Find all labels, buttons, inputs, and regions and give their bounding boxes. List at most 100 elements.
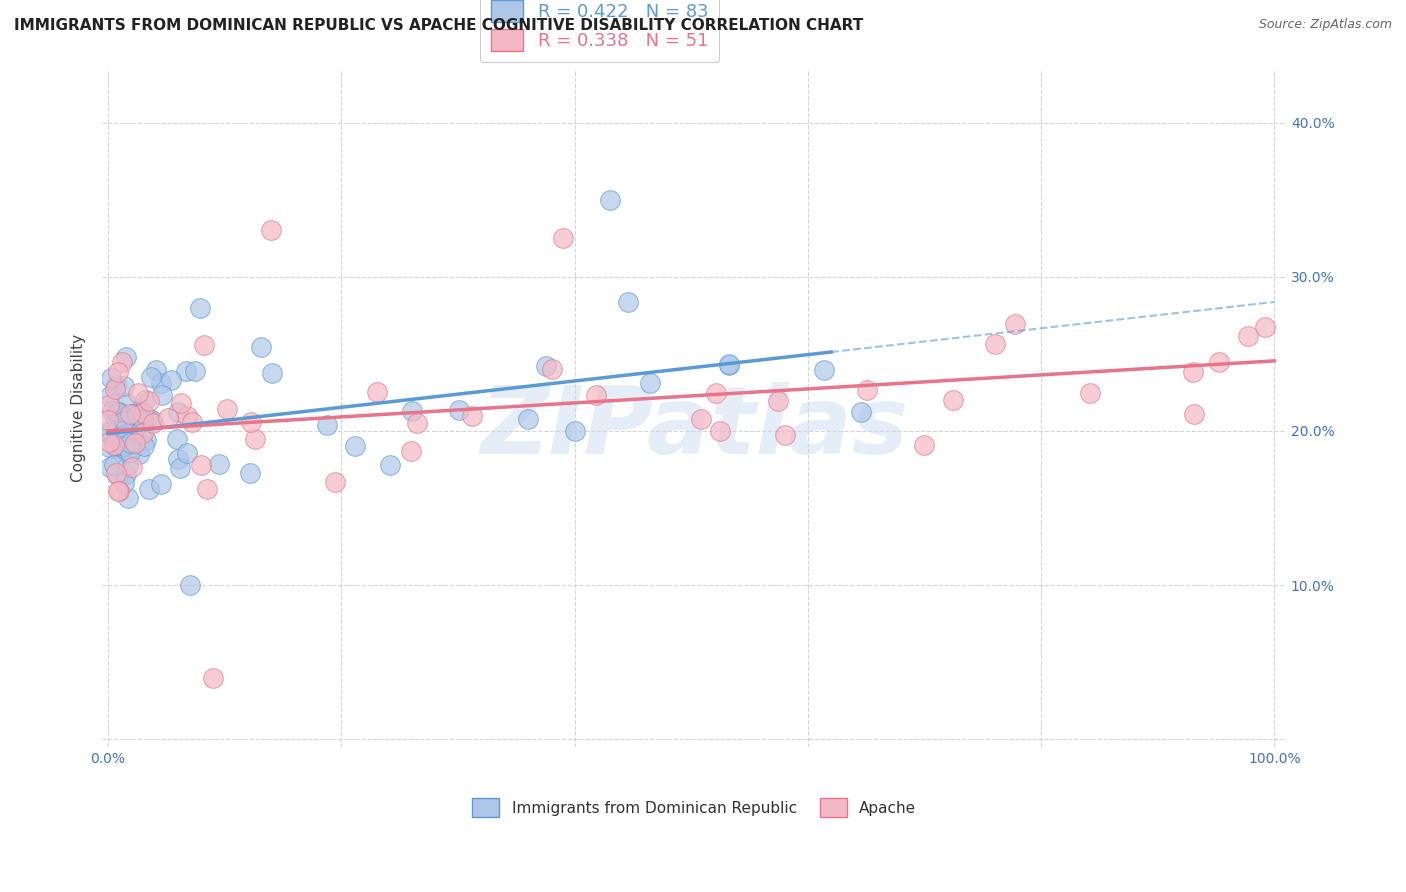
Point: [108, 405, 131, 419]
Point: [132, 439, 155, 453]
Point: [97, 440, 120, 454]
Point: [134, 393, 156, 408]
Point: [132, 426, 155, 441]
Point: [120, 409, 142, 423]
Point: [97, 413, 120, 427]
Point: [132, 413, 155, 427]
Point: [1237, 329, 1260, 343]
Point: [138, 393, 160, 408]
Point: [124, 421, 146, 435]
Point: [111, 441, 134, 455]
Point: [128, 447, 150, 461]
Point: [461, 409, 484, 424]
Point: [983, 336, 1005, 351]
Point: [115, 396, 138, 410]
Point: [121, 407, 143, 421]
Point: [942, 392, 965, 407]
Point: [401, 404, 423, 418]
Point: [718, 358, 741, 372]
Point: [150, 376, 173, 390]
Point: [188, 301, 211, 315]
Point: [179, 578, 201, 592]
Point: [174, 364, 197, 378]
Point: [139, 369, 162, 384]
Point: [111, 355, 134, 369]
Point: [323, 475, 346, 489]
Point: [110, 429, 132, 443]
Point: [202, 671, 225, 685]
Point: [315, 417, 337, 432]
Y-axis label: Cognitive Disability: Cognitive Disability: [72, 334, 86, 482]
Point: [104, 439, 127, 453]
Point: [849, 405, 872, 419]
Point: [118, 445, 141, 459]
Point: [112, 439, 135, 453]
Point: [120, 433, 142, 447]
Point: [117, 429, 139, 443]
Point: [107, 405, 129, 419]
Point: [110, 430, 132, 444]
Point: [176, 446, 198, 460]
Point: [98, 389, 121, 403]
Point: [104, 415, 127, 429]
Point: [150, 387, 173, 401]
Point: [366, 385, 388, 400]
Point: [1004, 317, 1026, 331]
Point: [208, 457, 231, 471]
Point: [136, 409, 159, 424]
Point: [768, 393, 790, 408]
Point: [97, 425, 120, 439]
Text: IMMIGRANTS FROM DOMINICAN REPUBLIC VS APACHE COGNITIVE DISABILITY CORRELATION CH: IMMIGRANTS FROM DOMINICAN REPUBLIC VS AP…: [14, 18, 863, 33]
Point: [127, 385, 149, 400]
Point: [599, 193, 621, 207]
Point: [1078, 386, 1101, 401]
Point: [156, 411, 179, 425]
Point: [135, 434, 157, 448]
Point: [718, 357, 741, 371]
Point: [108, 484, 131, 499]
Point: [709, 424, 731, 438]
Point: [117, 491, 139, 505]
Point: [1182, 407, 1205, 421]
Point: [129, 401, 152, 416]
Point: [129, 427, 152, 442]
Point: [239, 415, 262, 429]
Text: ZIPatlas: ZIPatlas: [479, 383, 908, 475]
Point: [115, 350, 138, 364]
Point: [124, 436, 146, 450]
Point: [399, 444, 422, 458]
Point: [100, 371, 122, 385]
Point: [98, 460, 121, 475]
Point: [132, 406, 155, 420]
Point: [112, 475, 135, 490]
Point: [112, 414, 135, 428]
Point: [1254, 320, 1277, 334]
Point: [149, 477, 172, 491]
Point: [193, 338, 215, 352]
Point: [118, 435, 141, 450]
Point: [104, 377, 127, 392]
Point: [260, 366, 283, 380]
Point: [107, 468, 129, 483]
Point: [551, 231, 574, 245]
Point: [160, 373, 183, 387]
Point: [103, 458, 125, 473]
Point: [107, 483, 129, 498]
Point: [617, 295, 640, 310]
Point: [260, 223, 283, 237]
Point: [141, 413, 163, 427]
Point: [105, 466, 128, 480]
Point: [103, 437, 125, 451]
Point: [343, 439, 366, 453]
Point: [773, 428, 796, 442]
Point: [640, 376, 662, 390]
Point: [117, 458, 139, 472]
Point: [98, 434, 121, 449]
Point: [541, 361, 564, 376]
Point: [170, 396, 193, 410]
Point: [127, 408, 149, 422]
Point: [169, 461, 191, 475]
Point: [856, 383, 879, 397]
Point: [118, 433, 141, 447]
Point: [121, 460, 143, 475]
